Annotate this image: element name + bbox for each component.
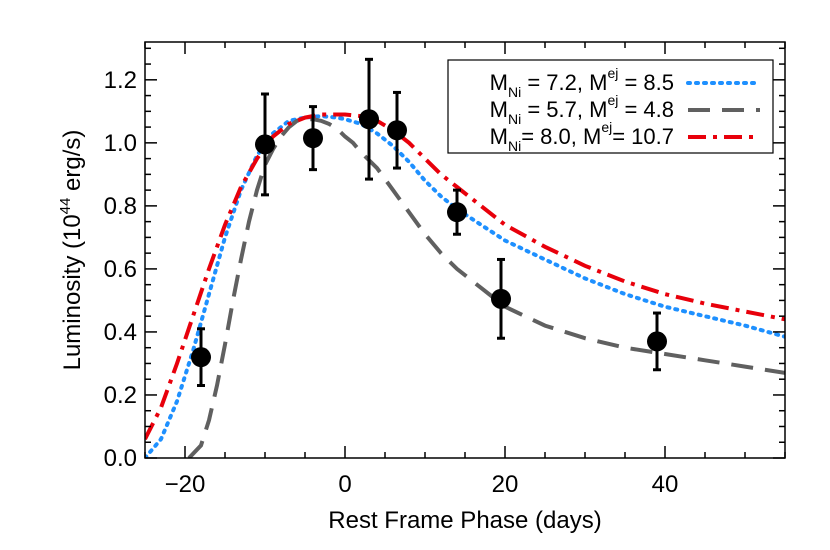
y-tick-label: 0.2 [104, 382, 137, 409]
y-axis-label: Luminosity (1044 erg/s) [57, 130, 86, 371]
model-curves [145, 112, 785, 458]
y-tick-label: 1.0 [104, 130, 137, 157]
legend-box [447, 59, 774, 154]
legend-label-2: MNi = 5.7, Mej = 4.8 [490, 92, 674, 127]
legend-label-1: MNi = 7.2, Mej = 8.5 [490, 65, 674, 100]
x-tick-labels: −20 0 20 40 [165, 471, 679, 498]
data-point [303, 128, 323, 149]
y-tick-label: 0.8 [104, 193, 137, 220]
data-point [191, 347, 211, 368]
y-tick-label: 0.0 [104, 445, 137, 472]
y-tick-labels: 0.0 0.2 0.4 0.6 0.8 1.0 1.2 [104, 67, 137, 472]
observation-points [191, 57, 667, 388]
series-line-2 [187, 117, 785, 458]
data-point [447, 202, 467, 223]
y-tick-label: 0.6 [104, 256, 137, 283]
axis-ticks [144, 42, 786, 459]
legend-label-3: MNi= 8.0, Mej= 10.7 [490, 119, 674, 154]
data-point [647, 331, 667, 352]
data-point [387, 120, 407, 141]
data-point [491, 288, 511, 309]
series-line-1 [145, 114, 785, 458]
x-axis-label: Rest Frame Phase (days) [328, 507, 601, 534]
data-point [359, 109, 379, 130]
y-tick-label: 0.4 [104, 319, 137, 346]
x-tick-label: 0 [338, 471, 351, 498]
x-tick-label: 20 [492, 471, 519, 498]
data-point [255, 134, 275, 155]
x-tick-label: −20 [165, 471, 206, 498]
y-tick-label: 1.2 [104, 67, 137, 94]
x-tick-label: 40 [652, 471, 679, 498]
